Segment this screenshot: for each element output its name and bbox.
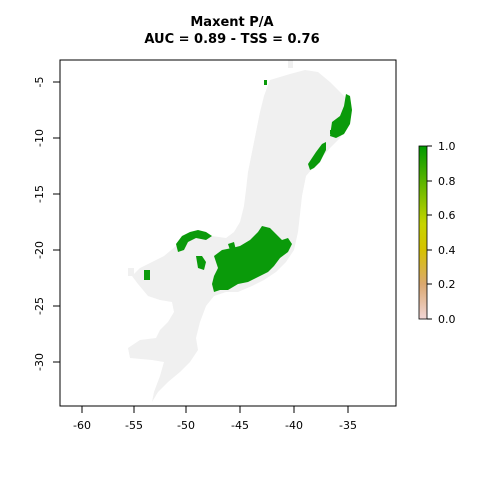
x-tick-label: -35 [339,419,357,432]
presence-patch-west2 [196,256,206,270]
y-tick-label: -15 [33,185,46,203]
presence-patch-coast [308,142,326,170]
presence-patch-ne [330,94,352,138]
colorbar-tick-label: 0.8 [438,175,456,188]
presence-patch-small [264,80,267,85]
colorbar-tick-label: 0.6 [438,209,456,222]
region-patch [128,268,134,276]
background-region [128,70,350,402]
region-patch [288,60,293,68]
y-tick-label: -30 [33,353,46,371]
plot-frame [59,59,397,407]
colorbar: 1.0 0.8 0.6 0.4 0.2 0.0 [418,140,456,326]
study-region [128,60,350,402]
y-tick-label: -5 [33,77,46,88]
colorbar-tick-label: 1.0 [438,140,456,153]
x-axis-labels: -60 -55 -50 -45 -40 -35 [73,419,357,432]
presence-patch-small2 [228,242,236,250]
presence-patch-west [176,230,212,252]
region-patch [300,100,304,105]
x-tick-label: -40 [285,419,303,432]
presence-patch-far-west [144,270,150,280]
y-tick-label: -20 [33,241,46,259]
y-tick-label: -25 [33,297,46,315]
y-tick-label: -10 [33,129,46,147]
x-tick-label: -55 [125,419,143,432]
map-subtitle: AUC = 0.89 - TSS = 0.76 [144,32,319,47]
colorbar-tick-label: 0.2 [438,278,456,291]
y-axis-labels: -5 -10 -15 -20 -25 -30 [33,77,46,371]
colorbar-gradient [418,145,428,320]
presence-areas [144,80,352,292]
colorbar-tick-label: 0.0 [438,313,456,326]
y-axis [53,81,60,363]
map-title: Maxent P/A [190,15,273,30]
colorbar-tick-label: 0.4 [438,244,456,257]
presence-patch-small [330,130,334,134]
x-axis [81,406,349,413]
x-tick-label: -50 [177,419,195,432]
x-tick-label: -45 [231,419,249,432]
presence-patch-core [212,226,292,292]
x-tick-label: -60 [73,419,91,432]
